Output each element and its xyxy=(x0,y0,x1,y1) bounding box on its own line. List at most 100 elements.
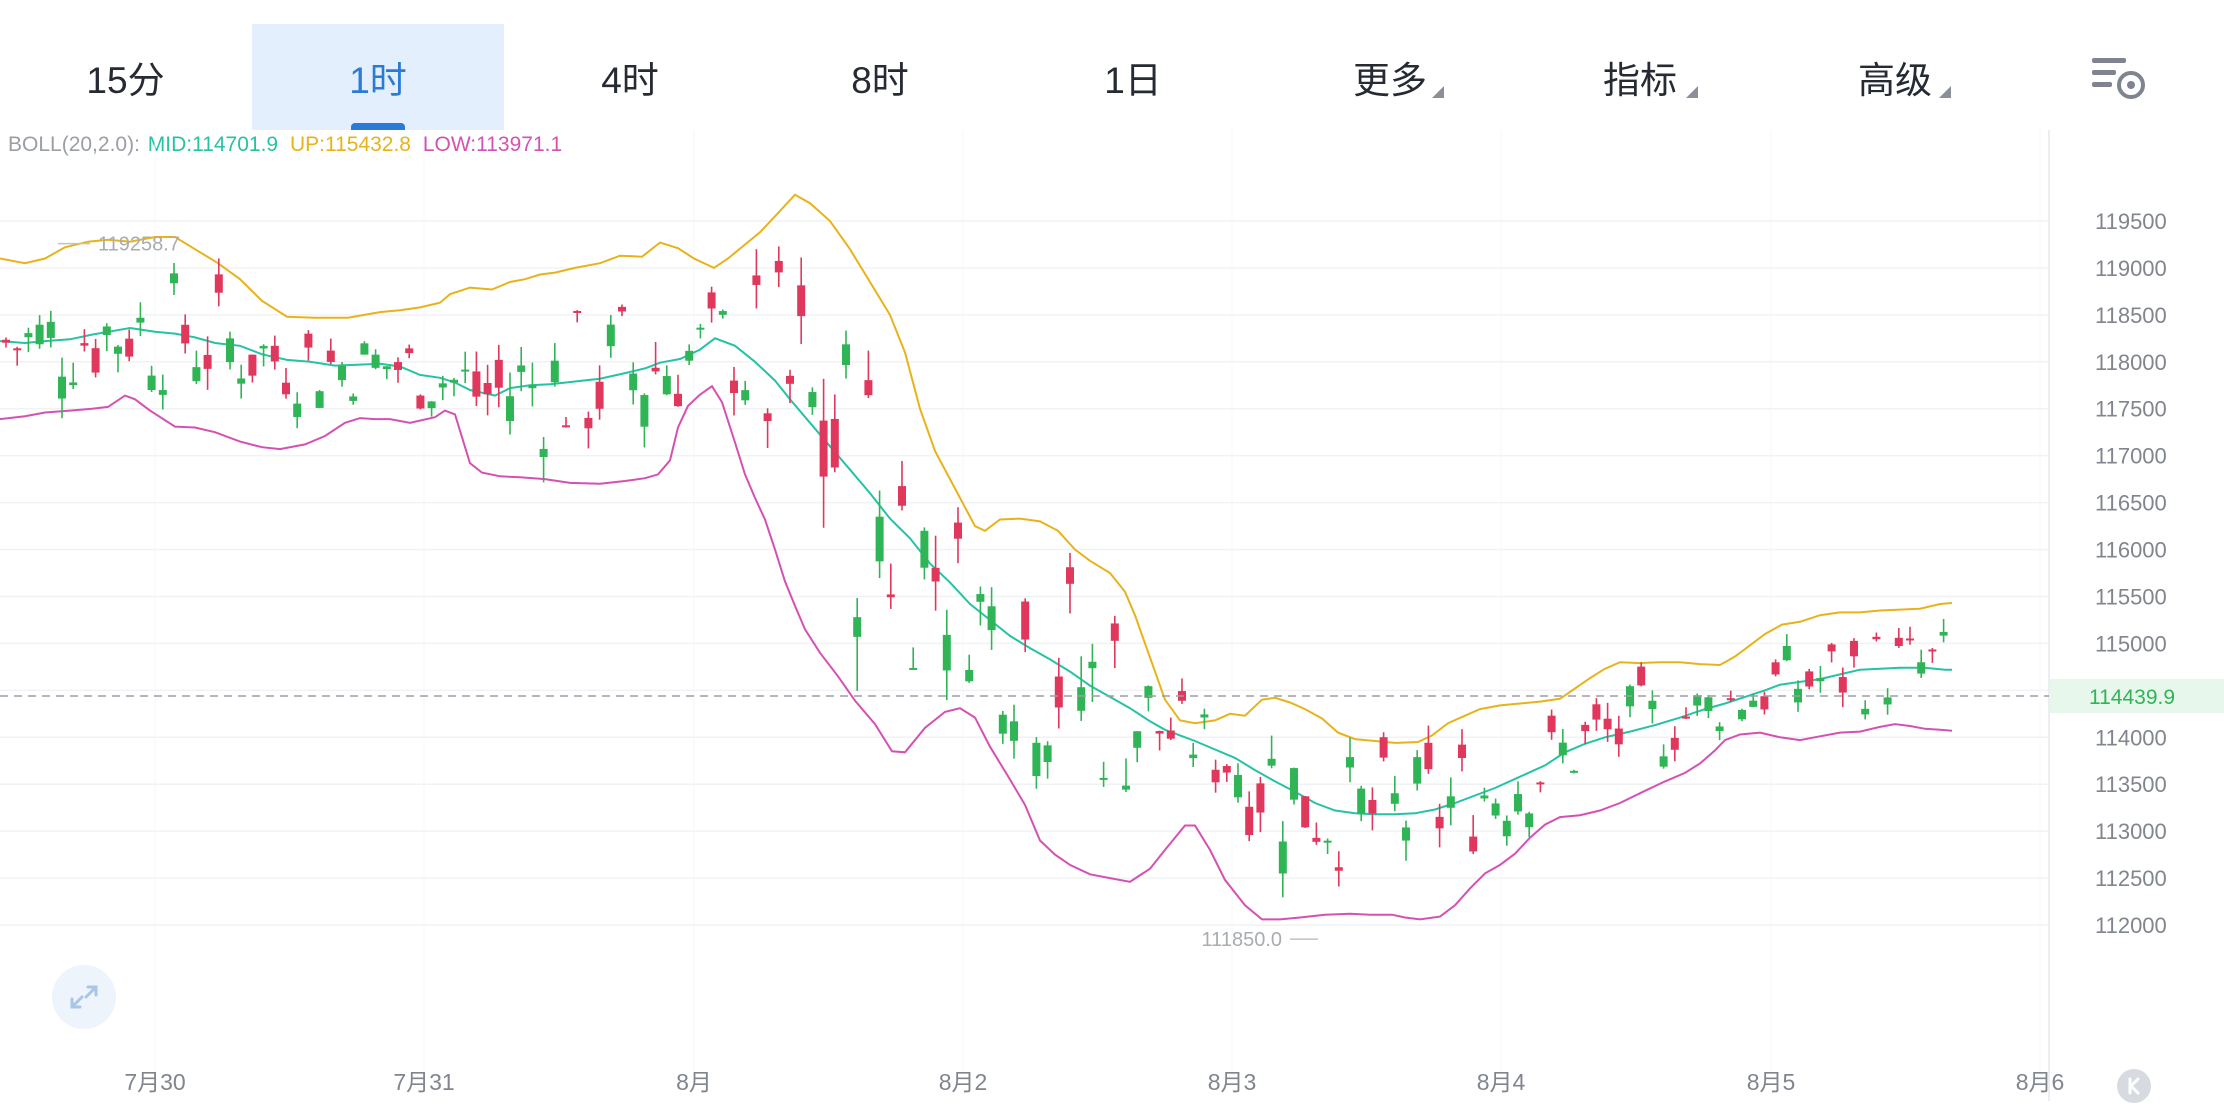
candle-body xyxy=(1816,678,1825,682)
candle-body xyxy=(1200,714,1209,718)
candle-body xyxy=(1491,803,1500,816)
date-tick-label: 8月3 xyxy=(1208,1069,1257,1095)
candle-body xyxy=(192,367,201,382)
candle-body xyxy=(1021,601,1030,640)
candle-body xyxy=(2,339,10,343)
tab-indicators[interactable]: 指标 xyxy=(1550,24,1730,130)
candle-body xyxy=(640,395,649,427)
candlestick-chart[interactable]: 119258.7 111850.0 114439.9 1120001125001… xyxy=(0,130,2224,1101)
expand-chart-button[interactable] xyxy=(52,965,116,1029)
tab-4h[interactable]: 4时 xyxy=(550,24,710,130)
tab-1d[interactable]: 1日 xyxy=(1053,24,1213,130)
boll-name: BOLL(20,2.0): xyxy=(8,133,140,156)
candle-body xyxy=(1693,695,1702,706)
candle-body xyxy=(965,669,974,682)
price-tick-label: 114000 xyxy=(2095,725,2167,750)
price-tick-label: 112000 xyxy=(2095,913,2167,938)
tab-advanced[interactable]: 高级 xyxy=(1805,24,1985,130)
candle-body xyxy=(405,348,414,354)
candle-body xyxy=(1771,662,1780,675)
candle-body xyxy=(1458,744,1466,759)
candle-body xyxy=(1054,676,1063,708)
candle-body xyxy=(1043,745,1052,763)
dropdown-caret-icon xyxy=(1432,86,1444,98)
date-tick-label: 7月31 xyxy=(393,1069,454,1095)
candle-body xyxy=(472,371,481,397)
price-tick-label: 118500 xyxy=(2095,303,2167,328)
tab-more-label: 更多 xyxy=(1353,60,1427,101)
candle-body xyxy=(1357,788,1366,815)
chart-settings-button[interactable] xyxy=(2088,52,2148,102)
candle-body xyxy=(707,292,716,309)
candle-body xyxy=(158,390,167,395)
candle-body xyxy=(1346,757,1354,768)
candle-body xyxy=(1861,708,1870,715)
candle-body xyxy=(920,530,929,568)
candle-body xyxy=(1222,766,1231,773)
candle-body xyxy=(550,360,559,383)
candle-body xyxy=(80,343,89,346)
date-tick-label: 8月4 xyxy=(1477,1069,1526,1095)
boll-lower-band xyxy=(0,384,1953,921)
candle-body xyxy=(1424,742,1433,770)
candle-body xyxy=(1267,758,1276,766)
reset-view-button[interactable] xyxy=(2117,1069,2151,1103)
candle-body xyxy=(1066,567,1074,584)
candle-body xyxy=(819,420,828,477)
candle-body xyxy=(304,333,313,348)
candle-body xyxy=(1245,806,1254,836)
candle-body xyxy=(58,376,66,399)
price-tick-label: 115500 xyxy=(2095,584,2167,609)
candle-body xyxy=(1659,756,1668,767)
date-tick-label: 8月2 xyxy=(939,1069,988,1095)
candle-body xyxy=(270,345,279,362)
tab-more[interactable]: 更多 xyxy=(1300,24,1480,130)
candle-body xyxy=(338,365,346,381)
candle-body xyxy=(494,359,503,388)
candle-body xyxy=(1379,737,1388,758)
candle-body xyxy=(998,714,1007,734)
candle-body xyxy=(1570,770,1578,773)
timeframe-tabbar: 15分 1时 4时 8时 1日 更多 指标 高级 xyxy=(0,0,2224,130)
candle-body xyxy=(517,365,526,372)
candle-body xyxy=(886,594,895,598)
candle-body xyxy=(237,378,246,384)
tab-15m[interactable]: 15分 xyxy=(53,24,198,130)
boll-middle-band xyxy=(0,326,1952,816)
tab-1h[interactable]: 1时 xyxy=(252,24,504,130)
candle-body xyxy=(1256,783,1265,813)
candle-body xyxy=(1648,700,1657,710)
candle-body xyxy=(606,324,615,347)
candle-body xyxy=(987,606,996,631)
candle-body xyxy=(1670,737,1679,750)
reset-view-icon xyxy=(2128,1077,2140,1095)
chart-settings-icon xyxy=(2092,58,2145,99)
candle-body xyxy=(1099,777,1108,780)
candle-body xyxy=(1155,731,1164,734)
price-tick-label: 117500 xyxy=(2095,397,2167,422)
candle-body xyxy=(416,395,425,409)
candle-body xyxy=(13,348,22,351)
candle-body xyxy=(1144,686,1153,698)
candle-body xyxy=(1749,700,1758,707)
candle-body xyxy=(797,285,806,317)
candle-body xyxy=(1166,730,1175,739)
candle-body xyxy=(1738,709,1746,720)
tab-8h[interactable]: 8时 xyxy=(800,24,960,130)
candle-body xyxy=(1547,715,1556,733)
price-tick-label: 119000 xyxy=(2095,256,2167,281)
candle-body xyxy=(136,317,145,323)
candle-body xyxy=(1592,704,1601,720)
candle-body xyxy=(24,333,33,338)
candle-body xyxy=(763,413,772,422)
boll-upper-band xyxy=(0,193,1953,744)
candle-body xyxy=(1525,813,1534,828)
candle-body xyxy=(483,383,492,395)
candle-body xyxy=(584,417,593,429)
candle-body xyxy=(730,380,738,394)
candle-body xyxy=(114,346,122,354)
candle-body xyxy=(1637,666,1646,686)
price-tick-label: 112500 xyxy=(2095,866,2167,891)
candle-body xyxy=(506,396,514,422)
chart-grid xyxy=(0,130,2049,1075)
